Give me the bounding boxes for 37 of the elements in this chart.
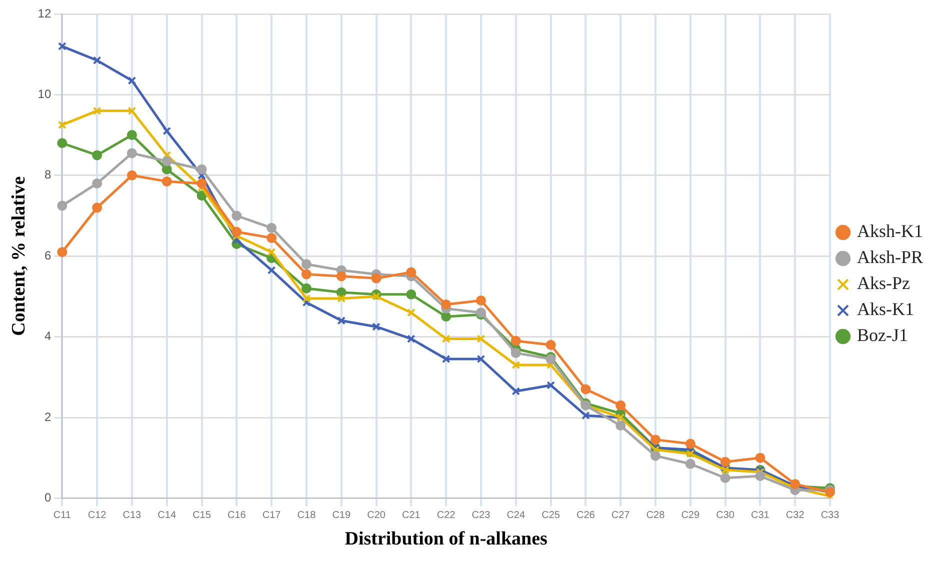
x-tick-label: C33 <box>820 510 840 521</box>
y-tick-label: 6 <box>44 248 52 262</box>
x-tick-label: C18 <box>297 510 316 521</box>
x-tick-label: C30 <box>716 510 735 521</box>
x-tick-label: C11 <box>53 510 72 521</box>
x-tick-label: C16 <box>227 510 246 521</box>
x-tick-label: C21 <box>402 510 421 521</box>
y-tick-label: 4 <box>44 329 52 344</box>
y-tick-label: 2 <box>44 410 52 424</box>
legend-label: Aks-K1 <box>856 299 914 320</box>
x-tick-label: C23 <box>472 510 491 521</box>
x-tick-label: C31 <box>751 510 770 521</box>
x-tick-label: C19 <box>332 510 351 521</box>
x-tick-label: C22 <box>436 510 456 521</box>
x-tick-label: C13 <box>122 510 142 521</box>
y-tick-label: 0 <box>44 490 52 505</box>
x-tick-label: C15 <box>192 510 212 521</box>
x-tick-label: C29 <box>681 510 700 521</box>
y-tick-label: 10 <box>38 87 52 102</box>
x-tick-label: C14 <box>158 510 176 521</box>
x-tick-label: C20 <box>367 510 386 521</box>
x-tick-label: C24 <box>506 510 526 521</box>
x-tick-label: C27 <box>611 510 630 521</box>
x-tick-label: C26 <box>576 510 596 521</box>
x-tick-label: C28 <box>646 510 666 521</box>
legend-label: Aksh-PR <box>856 247 923 268</box>
legend-label: Boz-J1 <box>856 325 908 346</box>
x-tick-label: C25 <box>542 510 560 521</box>
x-tick-label: C17 <box>262 510 282 521</box>
x-tick-label: C32 <box>786 510 805 521</box>
y-axis-title: Content, % relative <box>8 176 30 336</box>
legend-label: Aksh-K1 <box>856 221 923 242</box>
y-tick-label: 8 <box>44 168 52 182</box>
x-axis-title: Distribution of n-alkanes <box>344 528 548 550</box>
legend-label: Aks-Pz <box>856 273 910 294</box>
x-tick-label: C12 <box>88 510 107 521</box>
y-tick-label: 12 <box>38 6 52 20</box>
